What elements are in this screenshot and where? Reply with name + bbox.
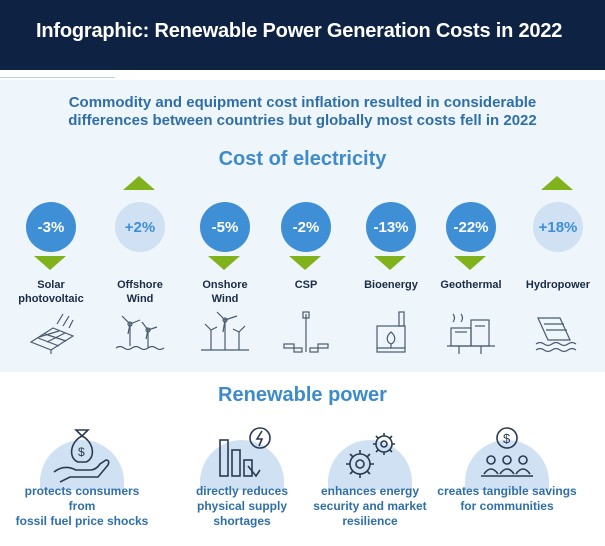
up-arrow-icon bbox=[541, 176, 573, 190]
benefit-text: creates tangible savings for communities bbox=[437, 484, 577, 514]
tech-label-line-1: Offshore bbox=[117, 279, 163, 291]
tech-label: Onshore Wind bbox=[175, 278, 275, 306]
benefit-text: directly reduces physical supply shortag… bbox=[172, 484, 312, 529]
tech-label-line-2: Wind bbox=[126, 293, 154, 305]
benefit-text-line-2: for communities bbox=[460, 499, 554, 513]
tech-label: Geothermal bbox=[421, 278, 521, 292]
benefit-text: enhances energy security and market resi… bbox=[300, 484, 440, 529]
subtitle-line-2: differences between countries but global… bbox=[68, 112, 537, 129]
tech-label: Hydropower bbox=[508, 278, 605, 292]
page-title: Infographic: Renewable Power Generation … bbox=[36, 20, 563, 42]
benefit-text-line-2: fossil fuel price shocks bbox=[15, 514, 149, 528]
benefit-text-line-1: directly reduces bbox=[195, 484, 289, 498]
benefit-energy-security: enhances energy security and market resi… bbox=[300, 420, 440, 540]
renewable-section-title: Renewable power bbox=[218, 384, 387, 406]
up-arrow-icon bbox=[123, 176, 155, 190]
change-circle: -5% bbox=[200, 202, 250, 252]
tech-label-line-1: Solar bbox=[37, 279, 65, 291]
tech-csp: -2% CSP bbox=[260, 172, 350, 362]
header-divider bbox=[0, 77, 115, 78]
benefit-protects-consumers: $ protects consumers from fossil fuel pr… bbox=[12, 420, 152, 540]
tech-label-line-1: Bioenergy bbox=[364, 279, 418, 291]
change-circle: -2% bbox=[281, 202, 331, 252]
down-arrow-icon bbox=[208, 256, 240, 270]
cost-section-title: Cost of electricity bbox=[218, 148, 387, 170]
down-arrow-icon bbox=[374, 256, 406, 270]
tech-label-line-2: photovoltaic bbox=[18, 293, 84, 305]
header-banner: Infographic: Renewable Power Generation … bbox=[0, 0, 605, 70]
benefit-reduces-shortages: directly reduces physical supply shortag… bbox=[172, 420, 312, 540]
offshore-wind-icon bbox=[115, 315, 165, 351]
tech-label-line-1: Onshore bbox=[202, 279, 248, 291]
tech-hydropower: +18% Hydropower bbox=[512, 172, 602, 362]
solar-panel-icon bbox=[29, 313, 75, 354]
subtitle: Commodity and equipment cost inflation r… bbox=[0, 94, 605, 130]
benefit-text-line-3: shortages bbox=[213, 514, 271, 528]
tech-solar-pv: -3% Solar photovoltaic bbox=[5, 172, 95, 362]
tech-label-line-2: Wind bbox=[211, 293, 239, 305]
csp-tower-icon bbox=[283, 311, 329, 353]
benefit-text-line-1: enhances energy bbox=[320, 484, 420, 498]
tech-geothermal: -22% Geothermal bbox=[425, 172, 515, 362]
benefit-text-line-2: security and market bbox=[313, 499, 427, 513]
down-arrow-icon bbox=[34, 256, 66, 270]
down-arrow-icon bbox=[289, 256, 321, 270]
change-circle: -22% bbox=[446, 202, 496, 252]
down-arrow-icon bbox=[454, 256, 486, 270]
declining-bars-bolt-icon bbox=[219, 427, 271, 478]
subtitle-line-1: Commodity and equipment cost inflation r… bbox=[68, 94, 537, 111]
tech-label-line-1: CSP bbox=[294, 279, 318, 291]
benefit-text-line-3: resilience bbox=[342, 514, 398, 528]
tech-label-line-1: Geothermal bbox=[440, 279, 502, 291]
svg-text:$: $ bbox=[78, 445, 85, 459]
money-bag-hand-icon: $ bbox=[53, 429, 110, 483]
benefit-text-line-2: physical supply bbox=[196, 499, 288, 513]
benefit-text-line-1: protects consumers from bbox=[24, 484, 140, 513]
benefit-community-savings: $ creates tangible savings for communiti… bbox=[437, 420, 577, 540]
tech-bioenergy: -13% Bioenergy bbox=[345, 172, 435, 362]
svg-text:$: $ bbox=[503, 431, 511, 446]
geothermal-plant-icon bbox=[447, 313, 495, 354]
tech-label: CSP bbox=[256, 278, 356, 292]
tech-offshore-wind: +2% Offshore Wind bbox=[94, 172, 184, 362]
benefit-text-line-1: creates tangible savings bbox=[437, 484, 577, 498]
tech-label: Offshore Wind bbox=[90, 278, 190, 306]
gears-icon bbox=[346, 433, 395, 478]
change-circle: -3% bbox=[26, 202, 76, 252]
tech-label: Solar photovoltaic bbox=[1, 278, 101, 306]
hydropower-dam-icon bbox=[535, 317, 577, 353]
tech-onshore-wind: -5% Onshore Wind bbox=[179, 172, 269, 362]
bioenergy-plant-icon bbox=[376, 311, 406, 353]
benefit-text: protects consumers from fossil fuel pric… bbox=[12, 484, 152, 529]
change-circle: +18% bbox=[533, 202, 583, 252]
community-savings-icon: $ bbox=[481, 427, 533, 477]
tech-label-line-1: Hydropower bbox=[525, 279, 591, 291]
onshore-wind-icon bbox=[201, 311, 249, 351]
change-circle: +2% bbox=[115, 202, 165, 252]
change-circle: -13% bbox=[366, 202, 416, 252]
tech-label: Bioenergy bbox=[341, 278, 441, 292]
